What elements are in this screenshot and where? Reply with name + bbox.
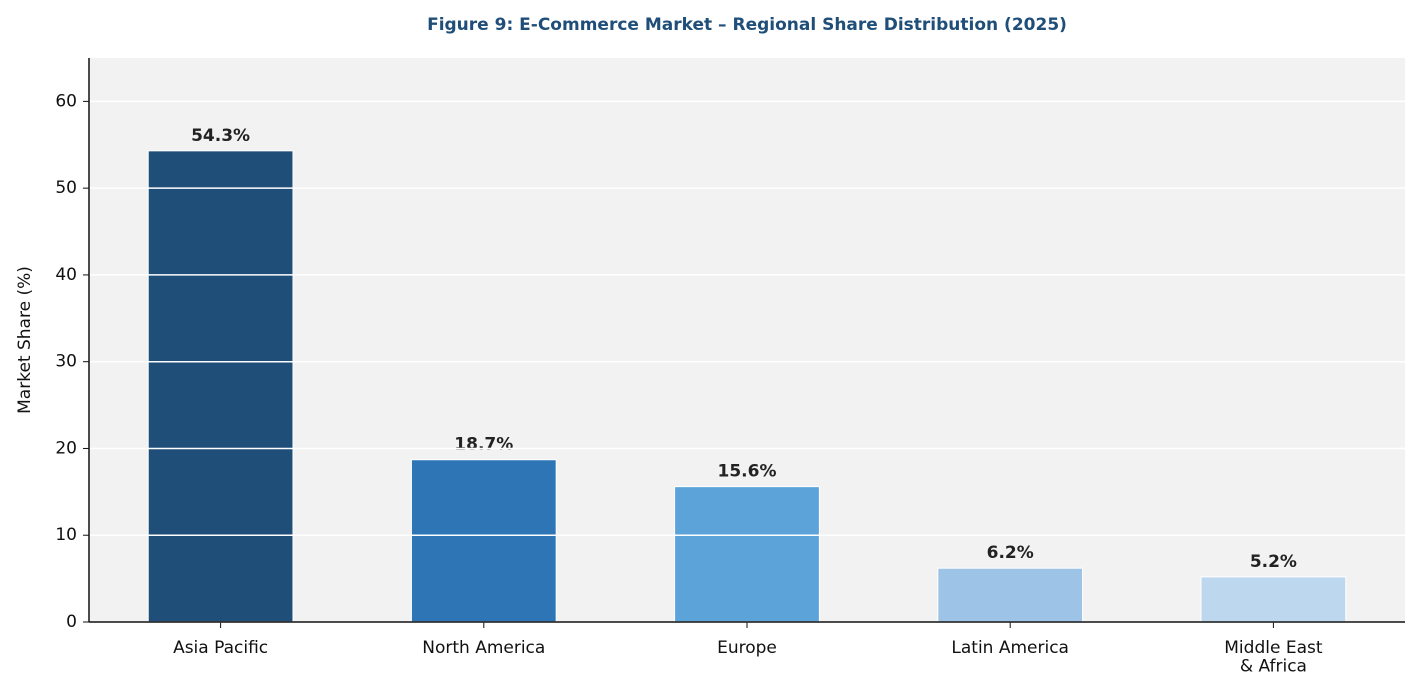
bar [147, 150, 294, 623]
x-tick-label: Asia Pacific [173, 638, 268, 658]
y-tick-label: 0 [66, 612, 77, 632]
y-axis-label: Market Share (%) [15, 266, 35, 414]
value-label: 15.6% [718, 462, 777, 482]
value-label: 18.7% [454, 435, 513, 455]
y-tick-label: 50 [55, 178, 77, 198]
chart-title: Figure 9: E-Commerce Market – Regional S… [427, 15, 1067, 35]
x-tick-label: Europe [717, 638, 777, 658]
value-label: 5.2% [1250, 552, 1297, 572]
x-tick-label: Middle East & Africa [1224, 638, 1323, 677]
bar [937, 567, 1084, 623]
value-label: 6.2% [987, 543, 1034, 563]
y-tick-label: 40 [55, 265, 77, 285]
value-label: 54.3% [191, 126, 250, 146]
y-tick-label: 10 [55, 525, 77, 545]
bar [674, 486, 820, 623]
bar [410, 459, 557, 623]
x-tick-label: Latin America [951, 638, 1069, 658]
y-tick-label: 60 [55, 91, 77, 111]
y-tick-label: 30 [55, 352, 77, 372]
y-tick-label: 20 [55, 438, 77, 458]
x-tick-label: North America [422, 638, 545, 658]
bar [1200, 576, 1347, 623]
